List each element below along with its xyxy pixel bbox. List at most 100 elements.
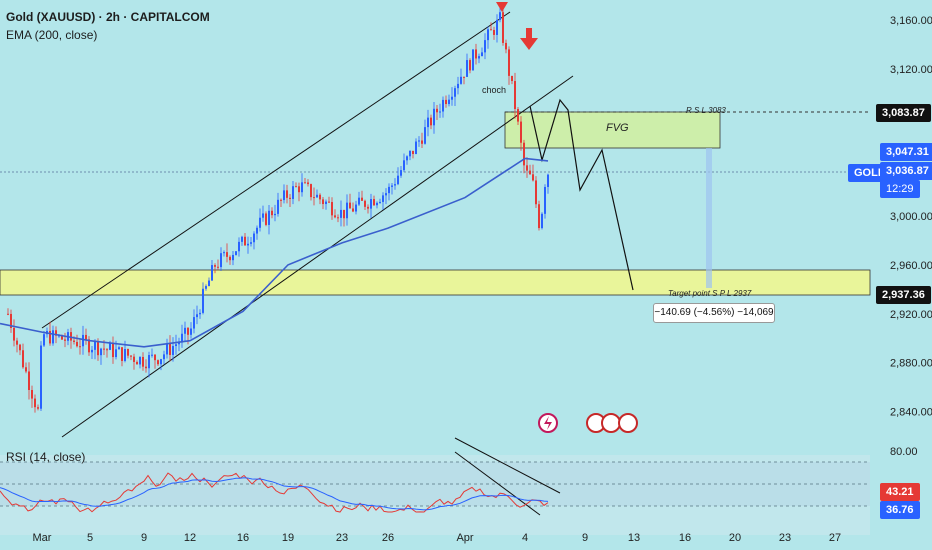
candle-body — [334, 215, 336, 218]
time-tick: 4 — [522, 532, 528, 544]
candle-body — [379, 201, 381, 203]
symbol-title[interactable]: Gold (XAUUSD) · 2h · CAPITALCOM — [6, 10, 210, 24]
candle-body — [412, 150, 414, 155]
candle-body — [481, 52, 483, 57]
candle-body — [517, 109, 519, 122]
candle-body — [106, 349, 108, 351]
candle-body — [397, 175, 399, 185]
candle-body — [214, 265, 216, 267]
rsi-tick: 80.00 — [890, 446, 918, 458]
candle-body — [19, 344, 21, 351]
rsi-line — [0, 472, 549, 513]
candle-body — [307, 182, 309, 185]
candle-body — [547, 174, 549, 187]
rsi-tag: 43.21 — [880, 483, 920, 501]
candle-body — [202, 288, 204, 313]
candle-body — [382, 195, 384, 202]
time-tick: 12 — [184, 532, 196, 544]
candle-body — [514, 81, 516, 110]
candle-body — [232, 254, 234, 261]
channel-lower — [61, 75, 574, 438]
candle-body — [337, 217, 339, 219]
down-arrow-icon-2 — [520, 28, 538, 50]
candle-body — [172, 346, 174, 355]
candle-body — [157, 360, 159, 365]
candle-body — [496, 19, 498, 35]
candle-body — [511, 75, 513, 82]
ema-legend[interactable]: EMA (200, close) — [6, 28, 98, 42]
time-tick: 9 — [141, 532, 147, 544]
rsi-ma-tag: 36.76 — [880, 501, 920, 519]
time-tick: 5 — [87, 532, 93, 544]
candle-body — [127, 349, 129, 356]
candle-body — [151, 354, 153, 356]
candle-body — [442, 99, 444, 112]
candle-body — [277, 199, 279, 214]
candle-body — [460, 76, 462, 84]
candle-body — [91, 349, 93, 353]
channel-upper — [41, 11, 511, 329]
candle-body — [265, 213, 267, 225]
candle-body — [253, 233, 255, 243]
candle-body — [37, 407, 39, 409]
candle-body — [136, 361, 138, 365]
countdown-tag: 12:29 — [880, 180, 920, 198]
candle-body — [13, 327, 15, 341]
candle-body — [79, 346, 81, 348]
candle-body — [196, 314, 198, 318]
candle-body — [241, 236, 243, 242]
candle-body — [100, 348, 102, 356]
candle-body — [328, 201, 330, 203]
us-flag-icon[interactable] — [601, 413, 621, 433]
candle-body — [25, 367, 27, 372]
candle-body — [262, 213, 264, 218]
time-tick: 23 — [779, 532, 791, 544]
candle-body — [112, 343, 114, 358]
candle-body — [211, 265, 213, 281]
price-tick: 3,160.00 — [890, 15, 932, 27]
candle-body — [298, 186, 300, 193]
time-tick: 27 — [829, 532, 841, 544]
candle-body — [187, 327, 189, 335]
time-tick: Apr — [456, 532, 473, 544]
candle-body — [466, 60, 468, 77]
price-axis: 3,160.00 3,120.00 3,000.00 2,960.00 2,920.00… — [890, 15, 932, 458]
candle-body — [418, 140, 420, 142]
candle-body — [124, 349, 126, 361]
candle-body — [49, 330, 51, 344]
candle-body — [451, 96, 453, 100]
candle-body — [61, 335, 63, 340]
candle-body — [166, 343, 168, 355]
candle-body — [406, 156, 408, 161]
candle-body — [421, 140, 423, 144]
candle-body — [148, 355, 150, 369]
rsi-legend[interactable]: RSI (14, close) — [6, 450, 86, 464]
candle-body — [292, 186, 294, 199]
candle-body — [415, 141, 417, 155]
candle-body — [394, 184, 396, 186]
candle-body — [28, 371, 30, 391]
down-arrow-icon — [496, 2, 508, 12]
candle-body — [325, 201, 327, 205]
candle-body — [130, 355, 132, 357]
candle-body — [88, 339, 90, 353]
candle-body — [346, 202, 348, 219]
candle-body — [229, 256, 231, 261]
candle-body — [34, 398, 36, 408]
candle-body — [52, 330, 54, 344]
price-tick: 3,000.00 — [890, 211, 932, 223]
candle-body — [538, 204, 540, 229]
candle-body — [331, 202, 333, 216]
candle-body — [316, 194, 318, 198]
candle-body — [484, 40, 486, 53]
candle-body — [448, 99, 450, 105]
candle-body — [349, 202, 351, 209]
candle-body — [463, 76, 465, 78]
target-zone — [0, 269, 871, 296]
us-flag-icon[interactable] — [618, 413, 638, 433]
candle-body — [391, 185, 393, 187]
candle-body — [424, 127, 426, 144]
candle-body — [370, 199, 372, 209]
